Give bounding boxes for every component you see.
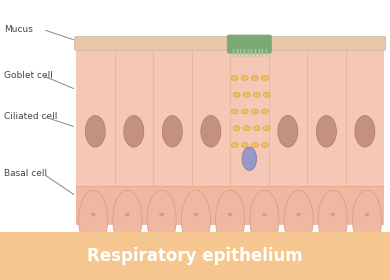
Circle shape [243, 92, 250, 97]
Circle shape [241, 109, 248, 114]
Ellipse shape [162, 116, 183, 147]
Circle shape [193, 213, 198, 216]
Text: Goblet cell: Goblet cell [4, 71, 53, 80]
Bar [76, 186, 384, 225]
Text: Basal cell: Basal cell [4, 169, 47, 178]
Ellipse shape [250, 190, 279, 249]
Ellipse shape [147, 190, 176, 249]
Ellipse shape [318, 190, 347, 249]
Circle shape [263, 92, 270, 97]
Ellipse shape [181, 190, 211, 249]
Circle shape [125, 213, 130, 216]
Text: Ciliated cell: Ciliated cell [4, 112, 57, 121]
Circle shape [233, 92, 240, 97]
Ellipse shape [284, 190, 313, 249]
Circle shape [261, 76, 268, 80]
Circle shape [91, 213, 96, 216]
Ellipse shape [353, 190, 381, 249]
Ellipse shape [79, 190, 108, 249]
Bar [0, 232, 390, 280]
Circle shape [231, 76, 238, 80]
Circle shape [261, 143, 268, 148]
Ellipse shape [316, 116, 337, 147]
Circle shape [296, 213, 301, 216]
Text: Mucus: Mucus [4, 25, 33, 34]
Circle shape [241, 143, 248, 148]
Ellipse shape [242, 147, 257, 171]
Ellipse shape [278, 116, 298, 147]
Circle shape [253, 92, 260, 97]
Circle shape [261, 109, 268, 114]
Ellipse shape [124, 116, 144, 147]
Circle shape [243, 126, 250, 131]
Circle shape [262, 213, 267, 216]
Circle shape [330, 213, 335, 216]
Circle shape [365, 213, 369, 216]
FancyBboxPatch shape [74, 37, 386, 50]
Circle shape [228, 213, 232, 216]
Ellipse shape [201, 116, 221, 147]
Circle shape [251, 109, 258, 114]
Circle shape [231, 109, 238, 114]
Circle shape [263, 126, 270, 131]
Circle shape [233, 126, 240, 131]
Circle shape [241, 76, 248, 80]
Ellipse shape [113, 190, 142, 249]
Text: Respiratory epithelium: Respiratory epithelium [87, 247, 303, 265]
Circle shape [231, 143, 238, 148]
Bar [76, 49, 384, 186]
Circle shape [251, 143, 258, 148]
Ellipse shape [355, 116, 375, 147]
Ellipse shape [85, 116, 105, 147]
FancyBboxPatch shape [227, 35, 271, 53]
Ellipse shape [216, 190, 245, 249]
Circle shape [253, 126, 260, 131]
Circle shape [159, 213, 164, 216]
Circle shape [251, 76, 258, 80]
